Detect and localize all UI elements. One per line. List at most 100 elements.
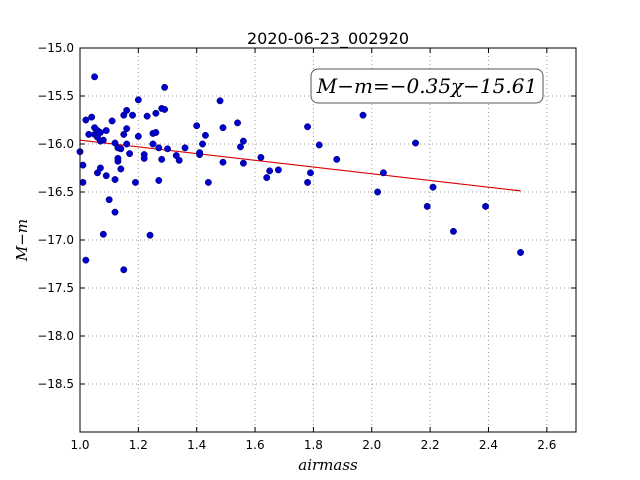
y-tick-label: −17.0 [37, 233, 74, 247]
data-point [91, 73, 99, 81]
data-point [219, 158, 227, 166]
data-point [96, 164, 104, 172]
y-tick-label: −15.0 [37, 41, 74, 55]
data-point [158, 155, 166, 163]
x-axis-label: airmass [298, 456, 358, 474]
data-point [216, 97, 224, 105]
data-point [257, 153, 265, 161]
x-tick-label: 2.0 [362, 438, 381, 452]
data-point [450, 227, 457, 235]
data-point [239, 159, 247, 167]
data-point [333, 155, 341, 163]
data-point [202, 131, 209, 139]
data-point [517, 249, 525, 256]
data-point [304, 123, 312, 131]
data-point [161, 83, 169, 91]
x-tick-label: 1.8 [304, 438, 323, 452]
data-point [82, 256, 90, 264]
x-tick-label: 2.4 [479, 438, 498, 452]
data-point [379, 169, 387, 177]
fit-line [79, 139, 521, 192]
data-point [102, 172, 110, 180]
data-point [412, 139, 419, 147]
data-point [155, 177, 163, 184]
y-tick-label: −17.5 [37, 281, 74, 295]
data-point [120, 266, 128, 274]
data-point [99, 230, 107, 238]
data-point [164, 145, 171, 153]
x-tick-label: 1.2 [129, 438, 148, 452]
data-point [307, 169, 314, 177]
data-point [79, 161, 87, 169]
y-tick-label: −16.5 [37, 185, 74, 199]
data-point [234, 119, 242, 127]
data-point [482, 202, 490, 210]
fit-line-group [79, 139, 521, 192]
data-point [85, 130, 93, 138]
data-point [237, 143, 244, 151]
data-point [88, 113, 96, 121]
data-point [111, 176, 119, 183]
data-point [239, 137, 247, 145]
data-point [429, 183, 437, 191]
data-point [181, 144, 189, 152]
data-point [102, 127, 110, 135]
data-point [143, 112, 151, 120]
data-point [134, 96, 142, 104]
data-point [193, 122, 201, 130]
data-point [129, 111, 136, 119]
data-point [155, 144, 163, 152]
data-point [120, 130, 128, 138]
data-point [204, 178, 212, 186]
data-point [423, 202, 431, 210]
data-point [126, 150, 134, 158]
data-point [196, 149, 204, 157]
data-point [175, 156, 183, 164]
x-tick-label: 2.2 [421, 438, 440, 452]
data-point [79, 178, 87, 186]
x-tick-label: 1.6 [246, 438, 265, 452]
data-point [111, 208, 119, 216]
x-tick-label: 1.4 [187, 438, 206, 452]
data-points [76, 73, 525, 274]
fit-equation-annotation: M−m=−0.35χ−15.61 [316, 74, 537, 98]
chart-title: 2020-06-23_002920 [247, 29, 409, 49]
data-point [266, 167, 274, 175]
y-tick-label: −18.0 [37, 329, 74, 343]
y-tick-label: −16.0 [37, 137, 74, 151]
data-point [123, 140, 131, 148]
data-point [152, 109, 160, 117]
data-point [149, 140, 157, 148]
data-point [134, 132, 142, 140]
data-point [315, 141, 323, 149]
data-point [117, 165, 125, 173]
y-tick-label: −18.5 [37, 377, 74, 391]
data-point [123, 125, 131, 133]
axis-ticks: 1.0 1.2 1.4 1.6 1.8 2.0 2.2 2.4 2.6 −15.0 −15.5 −16… [37, 41, 576, 452]
data-point [117, 145, 125, 153]
data-point [374, 188, 382, 196]
data-point [274, 166, 282, 174]
annotation-box [310, 68, 544, 104]
data-point [161, 105, 169, 113]
data-point [131, 178, 139, 186]
data-point [219, 124, 227, 132]
data-point [82, 116, 90, 124]
data-point [114, 154, 122, 162]
data-point [140, 154, 148, 162]
data-point [108, 117, 116, 125]
x-tick-label: 2.6 [537, 438, 556, 452]
data-point [199, 140, 206, 148]
data-point [359, 111, 367, 119]
data-point [105, 196, 113, 204]
x-tick-label: 1.0 [70, 438, 89, 452]
y-axis-label: M−m [13, 219, 31, 262]
data-point [99, 136, 107, 144]
data-point [304, 178, 312, 186]
data-point [152, 129, 160, 136]
y-tick-label: −15.5 [37, 89, 74, 103]
data-point [123, 106, 131, 114]
data-point [146, 231, 154, 239]
data-point [263, 174, 271, 182]
